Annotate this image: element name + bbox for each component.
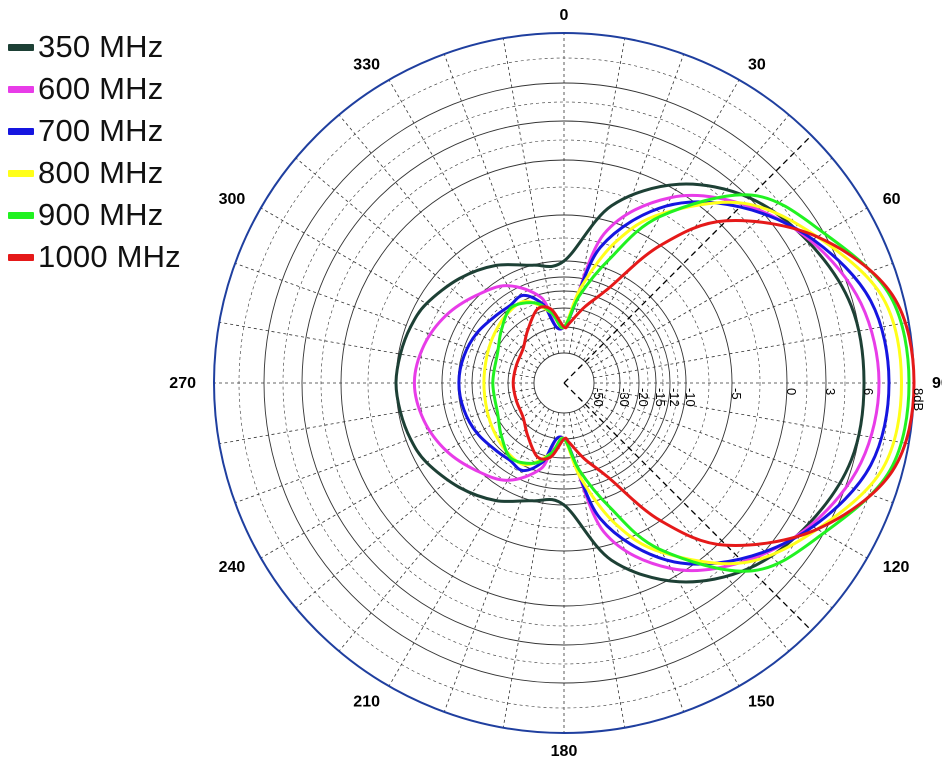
grid-spoke: [260, 207, 539, 369]
grid-spoke: [586, 401, 833, 609]
legend: 350 MHz 600 MHz 700 MHz 800 MHz 900 MHz 1000 …: [8, 26, 181, 278]
ring-label: -50: [591, 388, 606, 407]
series-curve-900-mhz: [491, 193, 911, 573]
legend-swatch: [8, 85, 34, 93]
grid-ring-minor: [497, 316, 631, 450]
grid-ring: [340, 159, 788, 607]
grid-spoke: [568, 412, 626, 728]
legend-label: 700 MHz: [38, 113, 164, 148]
grid-spoke: [234, 392, 536, 504]
grid-ring: [471, 290, 657, 476]
grid-spoke: [338, 114, 546, 361]
legend-swatch: [8, 127, 34, 135]
angle-label: 90: [932, 375, 942, 392]
grid-spoke: [578, 408, 740, 687]
grid-spoke: [388, 408, 550, 687]
beamwidth-line: [563, 382, 812, 631]
grid-ring-minor: [449, 268, 679, 498]
angle-label: 300: [219, 191, 246, 208]
ring-label: 0: [784, 388, 799, 395]
legend-label: 350 MHz: [38, 29, 164, 64]
series-curve-600-mhz: [412, 193, 881, 573]
grid-spoke: [589, 397, 868, 559]
angle-label: 60: [883, 191, 901, 208]
ring-label: -10: [683, 388, 698, 407]
grid-spoke: [586, 157, 833, 365]
grid-spoke: [260, 397, 539, 559]
angle-label: 240: [219, 559, 246, 576]
legend-swatch: [8, 211, 34, 219]
legend-item: 350 MHz: [8, 26, 181, 68]
grid-spoke: [573, 53, 685, 355]
angle-label: 180: [551, 743, 578, 760]
grid-spoke: [295, 401, 542, 609]
angle-label: 150: [748, 694, 775, 711]
legend-item: 900 MHz: [8, 194, 181, 236]
grid-ring-minor: [520, 339, 608, 427]
ring-label: -20: [636, 388, 651, 407]
polar-grid: [213, 32, 915, 734]
grid-spoke: [582, 114, 790, 361]
series-curve-350-mhz: [394, 182, 866, 584]
legend-swatch: [8, 169, 34, 177]
angle-label: 120: [883, 559, 910, 576]
grid-spoke: [593, 321, 909, 379]
ring-label: -15: [653, 388, 668, 407]
ring-label: 3: [823, 388, 838, 395]
grid-spoke: [593, 387, 909, 445]
series-curve-700-mhz: [457, 200, 891, 566]
legend-label: 600 MHz: [38, 71, 164, 106]
grid-ring-minor: [282, 101, 846, 665]
legend-label: 900 MHz: [38, 197, 164, 232]
series-curve-1000-mhz: [511, 218, 916, 548]
legend-swatch: [8, 253, 34, 261]
legend-label: 1000 MHz: [38, 239, 181, 274]
grid-spoke: [578, 79, 740, 358]
ring-label: 8dB: [911, 388, 926, 411]
grid-ring: [488, 307, 640, 459]
grid-spoke: [582, 405, 790, 652]
ring-label: -12: [667, 388, 682, 407]
grid-spoke: [568, 38, 626, 354]
grid-ring-minor: [320, 139, 808, 627]
grid-ring: [533, 352, 595, 414]
grid-ring-minor: [367, 186, 761, 580]
grid-spoke: [219, 387, 535, 445]
grid-spoke: [589, 207, 868, 369]
grid-ring-minor: [418, 237, 710, 529]
legend-item: 600 MHz: [8, 68, 181, 110]
grid-spoke: [592, 262, 894, 374]
grid-spoke: [502, 412, 560, 728]
grid-spoke: [573, 411, 685, 713]
legend-swatch: [8, 43, 34, 51]
grid-spoke: [592, 392, 894, 504]
beamwidth-line: [563, 135, 812, 384]
ring-label: 6: [861, 388, 876, 395]
chart-labels: 0306090120150180210240270300330-50-30-20…: [169, 7, 942, 760]
legend-label: 800 MHz: [38, 155, 164, 190]
angle-label: 30: [748, 56, 766, 73]
grid-ring: [301, 120, 827, 646]
grid-ring-minor: [464, 283, 664, 483]
grid-spoke: [234, 262, 536, 374]
legend-item: 700 MHz: [8, 110, 181, 152]
grid-spoke: [219, 321, 535, 379]
grid-spoke: [502, 38, 560, 354]
ring-label: -30: [617, 388, 632, 407]
legend-item: 1000 MHz: [8, 236, 181, 278]
angle-label: 330: [353, 56, 380, 73]
pattern-curves: [394, 182, 916, 584]
grid-spoke: [388, 79, 550, 358]
grid-spoke: [443, 53, 555, 355]
grid-spoke: [295, 157, 542, 365]
grid-spoke: [338, 405, 546, 652]
angle-label: 0: [560, 7, 569, 24]
angle-label: 270: [169, 375, 196, 392]
grid-ring-minor: [479, 298, 649, 468]
legend-item: 800 MHz: [8, 152, 181, 194]
angle-label: 210: [353, 694, 380, 711]
grid-spoke: [443, 411, 555, 713]
ring-label: -5: [729, 388, 744, 400]
